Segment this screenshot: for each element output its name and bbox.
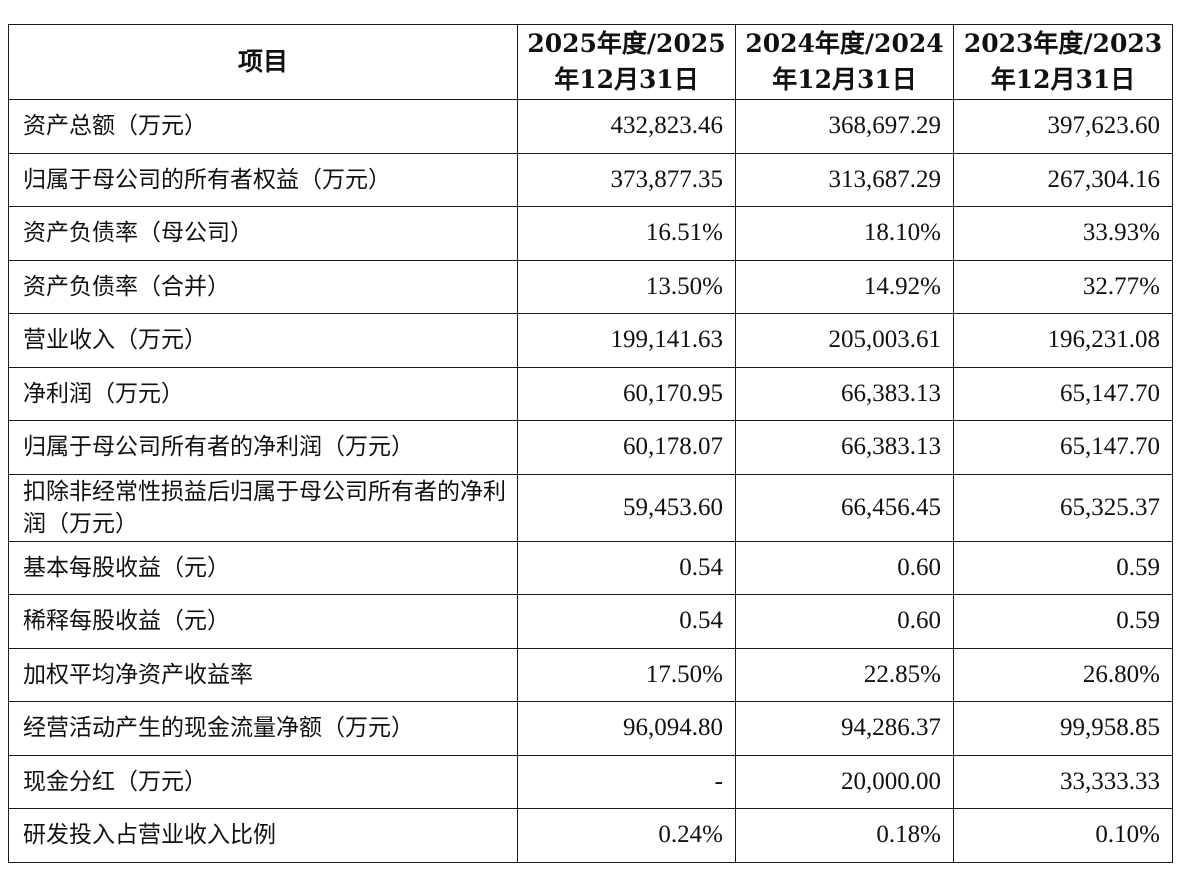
row-label: 基本每股收益（元）	[8, 540, 518, 595]
table-row: 资产负债率（合并） 13.50% 14.92% 32.77%	[8, 259, 1173, 314]
value-2025: 59,453.60	[517, 473, 736, 542]
value-2023: 0.59	[953, 540, 1173, 595]
value-2023: 32.77%	[953, 259, 1173, 314]
value-2025: 16.51%	[517, 206, 736, 261]
row-label: 归属于母公司所有者的净利润（万元）	[8, 420, 518, 475]
value-2025: 0.54	[517, 540, 736, 595]
table-row: 研发投入占营业收入比例 0.24% 0.18% 0.10%	[8, 808, 1173, 863]
row-label: 经营活动产生的现金流量净额（万元）	[8, 701, 518, 756]
value-2024: 14.92%	[735, 259, 954, 314]
value-2025: 0.54	[517, 594, 736, 649]
header-item: 项目	[8, 24, 518, 100]
value-2023: 267,304.16	[953, 152, 1173, 207]
row-label: 加权平均净资产收益率	[8, 647, 518, 702]
value-2024: 368,697.29	[735, 99, 954, 154]
row-label: 净利润（万元）	[8, 366, 518, 421]
row-label: 资产总额（万元）	[8, 99, 518, 154]
table-row: 归属于母公司所有者的净利润（万元） 60,178.07 66,383.13 65…	[8, 420, 1173, 475]
value-2023: 196,231.08	[953, 313, 1173, 368]
value-2023: 26.80%	[953, 647, 1173, 702]
value-2024: 0.60	[735, 594, 954, 649]
value-2023: 33,333.33	[953, 754, 1173, 809]
table-row: 资产总额（万元） 432,823.46 368,697.29 397,623.6…	[8, 99, 1173, 154]
value-2024: 0.60	[735, 540, 954, 595]
table-row: 稀释每股收益（元） 0.54 0.60 0.59	[8, 594, 1173, 649]
table-row: 归属于母公司的所有者权益（万元） 373,877.35 313,687.29 2…	[8, 152, 1173, 207]
value-2023: 65,147.70	[953, 420, 1173, 475]
value-2023: 65,147.70	[953, 366, 1173, 421]
table-row: 加权平均净资产收益率 17.50% 22.85% 26.80%	[8, 647, 1173, 702]
table-row: 资产负债率（母公司） 16.51% 18.10% 33.93%	[8, 206, 1173, 261]
value-2024: 66,456.45	[735, 473, 954, 542]
table-header-row: 项目 2025年度/2025年12月31日 2024年度/2024年12月31日…	[8, 24, 1173, 100]
row-label: 研发投入占营业收入比例	[8, 808, 518, 863]
table-row: 现金分红（万元） - 20,000.00 33,333.33	[8, 754, 1173, 809]
value-2023: 0.59	[953, 594, 1173, 649]
value-2025: 60,178.07	[517, 420, 736, 475]
value-2024: 22.85%	[735, 647, 954, 702]
value-2023: 397,623.60	[953, 99, 1173, 154]
header-2025: 2025年度/2025年12月31日	[517, 24, 736, 100]
value-2023: 0.10%	[953, 808, 1173, 863]
table-row: 扣除非经常性损益后归属于母公司所有者的净利润（万元） 59,453.60 66,…	[8, 473, 1173, 542]
row-label: 稀释每股收益（元）	[8, 594, 518, 649]
row-label: 营业收入（万元）	[8, 313, 518, 368]
header-2024: 2024年度/2024年12月31日	[735, 24, 954, 100]
value-2024: 20,000.00	[735, 754, 954, 809]
table-row: 经营活动产生的现金流量净额（万元） 96,094.80 94,286.37 99…	[8, 701, 1173, 756]
value-2024: 66,383.13	[735, 420, 954, 475]
table-row: 营业收入（万元） 199,141.63 205,003.61 196,231.0…	[8, 313, 1173, 368]
table-row: 净利润（万元） 60,170.95 66,383.13 65,147.70	[8, 366, 1173, 421]
value-2025: 17.50%	[517, 647, 736, 702]
value-2025: 13.50%	[517, 259, 736, 314]
value-2023: 99,958.85	[953, 701, 1173, 756]
table-row: 基本每股收益（元） 0.54 0.60 0.59	[8, 540, 1173, 595]
value-2024: 205,003.61	[735, 313, 954, 368]
value-2025: 96,094.80	[517, 701, 736, 756]
row-label: 资产负债率（合并）	[8, 259, 518, 314]
value-2024: 0.18%	[735, 808, 954, 863]
financial-data-table: 项目 2025年度/2025年12月31日 2024年度/2024年12月31日…	[8, 24, 1173, 863]
row-label: 归属于母公司的所有者权益（万元）	[8, 152, 518, 207]
value-2024: 18.10%	[735, 206, 954, 261]
value-2024: 94,286.37	[735, 701, 954, 756]
value-2025: 60,170.95	[517, 366, 736, 421]
value-2024: 66,383.13	[735, 366, 954, 421]
header-2023: 2023年度/2023年12月31日	[953, 24, 1173, 100]
value-2024: 313,687.29	[735, 152, 954, 207]
value-2025: -	[517, 754, 736, 809]
row-label: 扣除非经常性损益后归属于母公司所有者的净利润（万元）	[8, 473, 518, 542]
value-2025: 373,877.35	[517, 152, 736, 207]
value-2025: 0.24%	[517, 808, 736, 863]
value-2023: 33.93%	[953, 206, 1173, 261]
row-label: 资产负债率（母公司）	[8, 206, 518, 261]
value-2025: 432,823.46	[517, 99, 736, 154]
value-2025: 199,141.63	[517, 313, 736, 368]
row-label: 现金分红（万元）	[8, 754, 518, 809]
value-2023: 65,325.37	[953, 473, 1173, 542]
